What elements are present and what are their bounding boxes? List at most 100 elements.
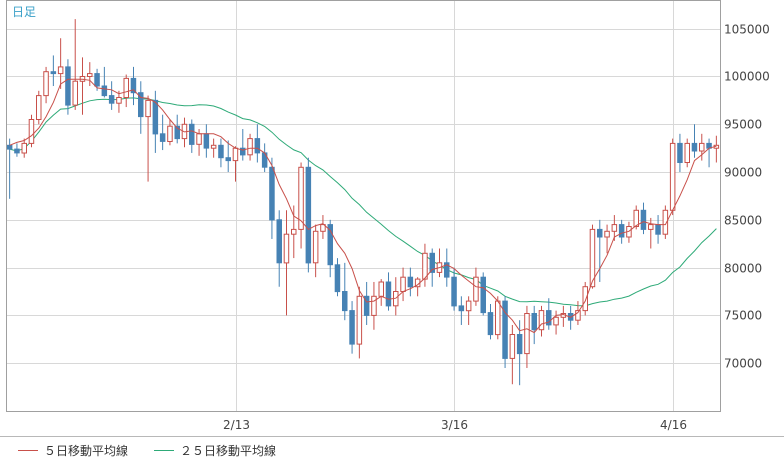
candle-down: [597, 219, 603, 282]
candle-up: [538, 305, 545, 337]
candle-up: [422, 243, 428, 287]
candle-body: [480, 276, 486, 314]
candle-down: [189, 119, 195, 153]
candle-body: [465, 300, 472, 312]
candle-down: [254, 124, 261, 163]
candle-up: [669, 138, 676, 216]
candle-body: [691, 142, 698, 152]
candle-down: [138, 81, 144, 134]
candle-up: [291, 205, 297, 259]
candle-up: [699, 133, 705, 161]
candle-body: [378, 281, 384, 297]
legend-item-ma25: ２５日移動平均線: [154, 442, 276, 458]
candle-body: [334, 264, 341, 293]
candle-up: [145, 95, 151, 182]
candle-body: [640, 209, 647, 230]
candle-up: [123, 74, 129, 108]
candle-down: [14, 143, 20, 157]
legend-swatch-ma5: [18, 449, 38, 451]
candle-body: [407, 276, 414, 288]
candle-up: [36, 90, 42, 125]
candle-up: [582, 281, 588, 316]
candle-body: [21, 142, 27, 154]
candle-body: [269, 166, 275, 221]
candle-body: [385, 281, 392, 307]
candle-body: [116, 97, 122, 104]
candle-body: [487, 312, 494, 336]
y-tick-label: 80000: [724, 262, 762, 276]
candle-body: [101, 85, 108, 97]
candle-up: [57, 38, 64, 89]
candle-down: [108, 81, 115, 110]
candle-up: [648, 217, 654, 249]
candle-body: [531, 313, 537, 331]
x-tick-label: 4/16: [660, 418, 687, 432]
candle-body: [444, 262, 450, 278]
candle-body: [371, 295, 377, 316]
candle-body: [495, 300, 501, 336]
candle-down: [130, 66, 137, 106]
candle-body: [108, 95, 115, 104]
candle-body: [305, 166, 312, 264]
candle-up: [298, 162, 304, 249]
candle-down: [174, 114, 180, 144]
candle-down: [677, 133, 683, 173]
candle-body: [400, 276, 406, 293]
candle-down: [334, 258, 341, 297]
candle-up: [371, 281, 377, 330]
candle-body: [152, 99, 159, 135]
candle-up: [87, 62, 93, 87]
candle-down: [269, 157, 275, 239]
candle-down: [101, 66, 108, 98]
candle-body: [312, 230, 319, 264]
candle-down: [531, 305, 537, 345]
candle-down: [276, 210, 282, 287]
candle-up: [662, 205, 669, 239]
candle-body: [174, 125, 180, 140]
candle-body: [662, 209, 669, 235]
candle-body: [36, 95, 42, 120]
candle-body: [210, 144, 217, 149]
candle-up: [43, 66, 49, 104]
candle-down: [50, 55, 57, 87]
candle-body: [14, 148, 20, 154]
candle-up: [72, 19, 78, 110]
y-tick-label: 105000: [724, 23, 770, 37]
ma25-line-layer: [9, 97, 717, 307]
candle-down: [407, 267, 414, 297]
candle-body: [429, 252, 435, 273]
legend: ５日移動平均線 ２５日移動平均線: [0, 436, 784, 463]
candle-body: [298, 166, 304, 230]
candle-body: [291, 228, 297, 235]
candle-body: [342, 291, 348, 312]
y-tick-label: 95000: [724, 118, 762, 132]
candle-down: [546, 298, 552, 330]
candle-body: [254, 138, 261, 154]
candle-body: [669, 142, 676, 211]
candle-up: [465, 296, 472, 325]
candle-down: [218, 138, 224, 168]
x-tick-label: 2/13: [223, 418, 250, 432]
axes: 70000 75000 80000 85000 90000 95000 100000 1050…: [6, 0, 770, 432]
candle-up: [28, 114, 35, 148]
plot-frame: [6, 0, 721, 412]
candle-body: [57, 66, 64, 75]
candle-up: [604, 224, 610, 254]
candle-down: [480, 272, 486, 316]
candle-body: [320, 224, 326, 232]
candle-body: [43, 71, 49, 97]
candle-down: [502, 296, 508, 368]
candle-up: [524, 305, 530, 368]
candle-down: [451, 267, 457, 311]
candle-body: [72, 80, 78, 106]
candle-down: [225, 140, 231, 173]
candle-body: [65, 66, 71, 106]
candle-body: [633, 209, 639, 228]
candle-up: [553, 310, 559, 335]
candle-body: [50, 71, 57, 75]
candle-down: [363, 281, 370, 325]
candle-up: [210, 138, 217, 158]
candle-body: [138, 92, 144, 118]
period-label: 日足: [12, 5, 37, 19]
